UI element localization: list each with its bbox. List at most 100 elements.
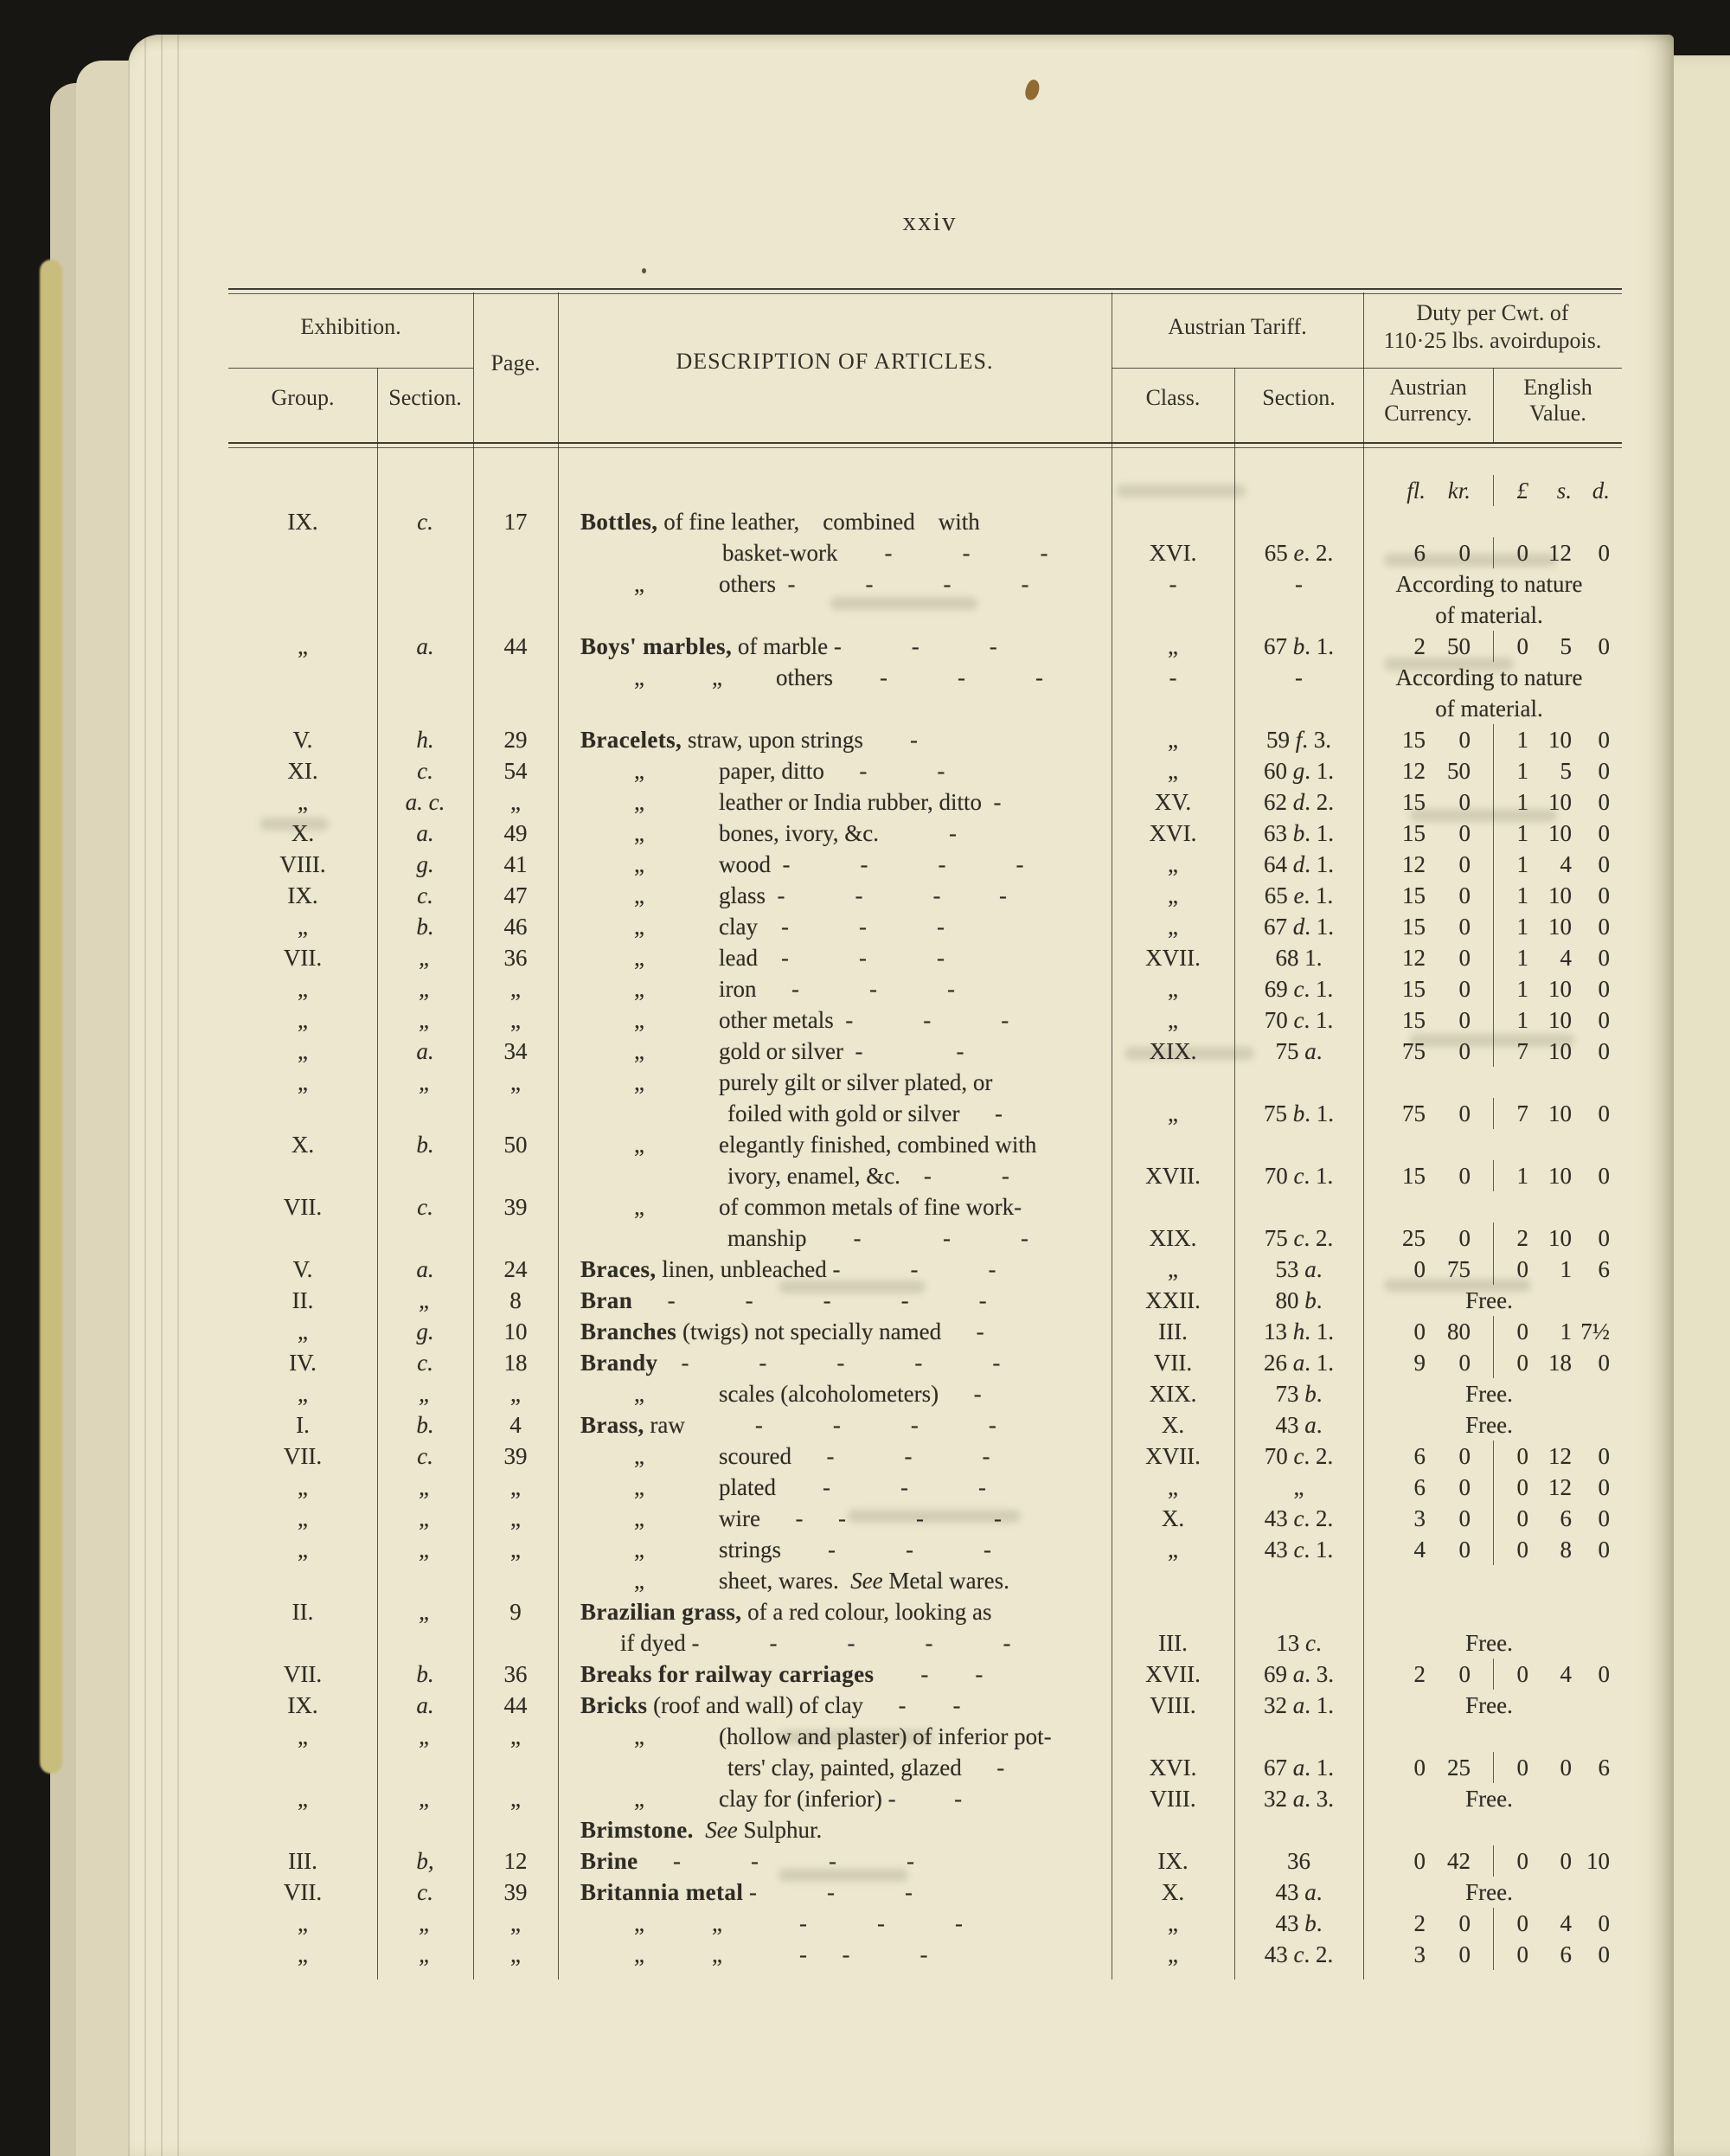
cell-tariff-section: 53 a. [1275,1255,1323,1282]
table-row: basket-work - - - XVI. 65 e. 2. 6 0 0 12 0 [228,537,1622,568]
table-row: „ „ „ „ plated - - - „ „ 6 0 0 12 0 [228,1472,1622,1503]
cell-group: V. [292,1255,313,1282]
cell-english-value: 0 0 10 [1493,1845,1622,1877]
cell-class: VIII. [1150,1785,1196,1812]
cell-tariff-section: 73 b. [1275,1380,1323,1407]
unit-pound: £ [1516,477,1529,504]
table-row: XI. c. 54 „ paper, ditto - - „ 60 g. 1. 12 50 1 5 0 [228,755,1622,786]
cell-english-value: 0 12 0 [1493,537,1622,568]
cell-section: „ [418,1723,432,1749]
table-row: VII. b. 36 Breaks for railway carriages - -… [228,1659,1622,1690]
cell-tariff-section: 43 c. 1. [1264,1536,1334,1562]
cell-description: Bracelets, straw, upon strings - [580,726,918,753]
cell-tariff-section: 62 d. 2. [1264,788,1334,815]
cell-page: 17 [503,508,528,535]
cell-group: „ [298,1909,308,1936]
cell-austrian-currency: 12 50 [1402,757,1470,784]
cell-section: a. [416,632,434,659]
cell-group: „ [298,1380,308,1407]
cell-duty-span: Free. [1465,1411,1513,1438]
cell-section: b, [416,1847,434,1874]
table-row: if dyed - - - - - III. 13 c. Free. [228,1627,1622,1659]
cell-group: I. [296,1411,310,1438]
cell-page: 39 [503,1193,528,1220]
table-row: „ „ others - - - - - According to nature [228,662,1622,693]
cell-austrian-currency: 0 25 [1413,1754,1471,1781]
table-row: „ a. 44 Boys' marbles, of marble - - - „ 67 b… [228,631,1622,662]
header-class: Class. [1145,385,1201,410]
cell-class: „ [1168,1100,1178,1126]
cell-description: Brass, raw - - - - [580,1411,996,1438]
cell-english-value: 1 10 0 [1493,724,1622,755]
cell-group: „ [298,1037,308,1064]
table-row: of material. [228,600,1622,631]
cell-tariff-section: 68 1. [1275,944,1323,971]
table-row: V. h. 29 Bracelets, straw, upon strings - „ 5… [228,724,1622,755]
cell-class: „ [1168,1941,1178,1967]
cell-class: XIX. [1149,1037,1197,1064]
cell-group: „ [298,1723,308,1749]
cell-group: IX. [287,1691,318,1718]
cell-group: V. [292,726,313,753]
table-row: V. a. 24 Braces, linen, unbleached - - - „ 53… [228,1254,1622,1285]
cell-section: g. [416,1318,434,1344]
table-row: „ „ „ „ scales (alcoholometers) - XIX. 73 b. Fr… [228,1378,1622,1409]
cell-duty-span: of material. [1435,695,1543,722]
cell-english-value: 1 10 0 [1493,1160,1622,1191]
cell-description: Brandy - - - - - [580,1349,1001,1376]
cell-section: c. [417,1878,433,1905]
cell-group: II. [292,1598,314,1625]
cell-section: „ [418,1380,432,1407]
table-row: „ „ „ „ other metals - - - „ 70 c. 1. 15 0 1 10 0 [228,1004,1622,1036]
cell-section: b. [416,1411,434,1438]
cell-tariff-section: 69 c. 1. [1264,975,1334,1002]
cell-page: 50 [503,1131,528,1158]
table-row: „ „ „ „ iron - - - „ 69 c. 1. 15 0 1 10 0 [228,973,1622,1004]
cell-tariff-section: 75 b. 1. [1264,1100,1334,1126]
header-austrian-currency: Austrian Currency. [1384,375,1472,426]
page-number: xxiv [902,206,958,236]
cell-description: „ scoured - - - [634,1442,990,1469]
ink-bleed-smudge [1124,1047,1254,1060]
cell-description: „ gold or silver - - [634,1037,964,1064]
table-row: manship - - - XIX. 75 c. 2. 25 0 2 10 0 [228,1222,1622,1254]
cell-section: „ [418,1287,432,1313]
cell-duty-span: Free. [1465,1878,1513,1905]
cell-tariff-section: 43 b. [1275,1909,1323,1936]
cell-section: a. c. [405,788,445,815]
cell-section: c. [417,882,433,908]
cell-tariff-section: 13 h. 1. [1264,1318,1334,1344]
cell-group: VII. [283,1878,323,1905]
ink-bleed-smudge [1410,1034,1574,1047]
cell-group: VII. [283,1660,323,1687]
column-rule [558,292,559,1980]
table-row: „ a. 34 „ gold or silver - - XIX. 75 a. 75 0 7 10 0 [228,1036,1622,1067]
cell-description: Branches (twigs) not specially named - [580,1318,984,1344]
table-row: VII. c. 39 „ scoured - - - XVII. 70 c. 2. 6 0 0 12… [228,1441,1622,1472]
cell-description: „ iron - - - [634,975,955,1002]
table-row: ivory, enamel, &c. - - XVII. 70 c. 1. 15 0 1 1… [228,1160,1622,1191]
cell-description: „ elegantly finished, combined with [634,1131,1037,1158]
cell-austrian-currency: 75 0 [1402,1100,1470,1126]
cell-page: 29 [503,726,528,753]
cell-description: „ clay - - - [634,913,945,940]
cell-description: ters' clay, painted, glazed - [727,1754,1005,1781]
cell-group: VII. [283,1442,323,1469]
table-row: VII. c. 39 Britannia metal - - - X. 43 a. Free… [228,1877,1622,1908]
cell-class: III. [1158,1629,1188,1656]
cell-section: „ [418,1505,432,1531]
cell-page: „ [510,1941,521,1967]
cell-class: „ [1168,1536,1178,1562]
cell-english-value: 7 10 0 [1493,1036,1622,1067]
table-row: I. b. 4 Brass, raw - - - - X. 43 a. Free. [228,1409,1622,1441]
cell-class: „ [1168,1006,1178,1033]
cell-english-value: 0 1 7½ [1493,1316,1622,1347]
cell-group: VII. [283,1193,323,1220]
ink-bleed-smudge [778,1280,926,1293]
cell-class: VII. [1153,1349,1193,1376]
cell-tariff-section: 63 b. 1. [1264,819,1334,846]
